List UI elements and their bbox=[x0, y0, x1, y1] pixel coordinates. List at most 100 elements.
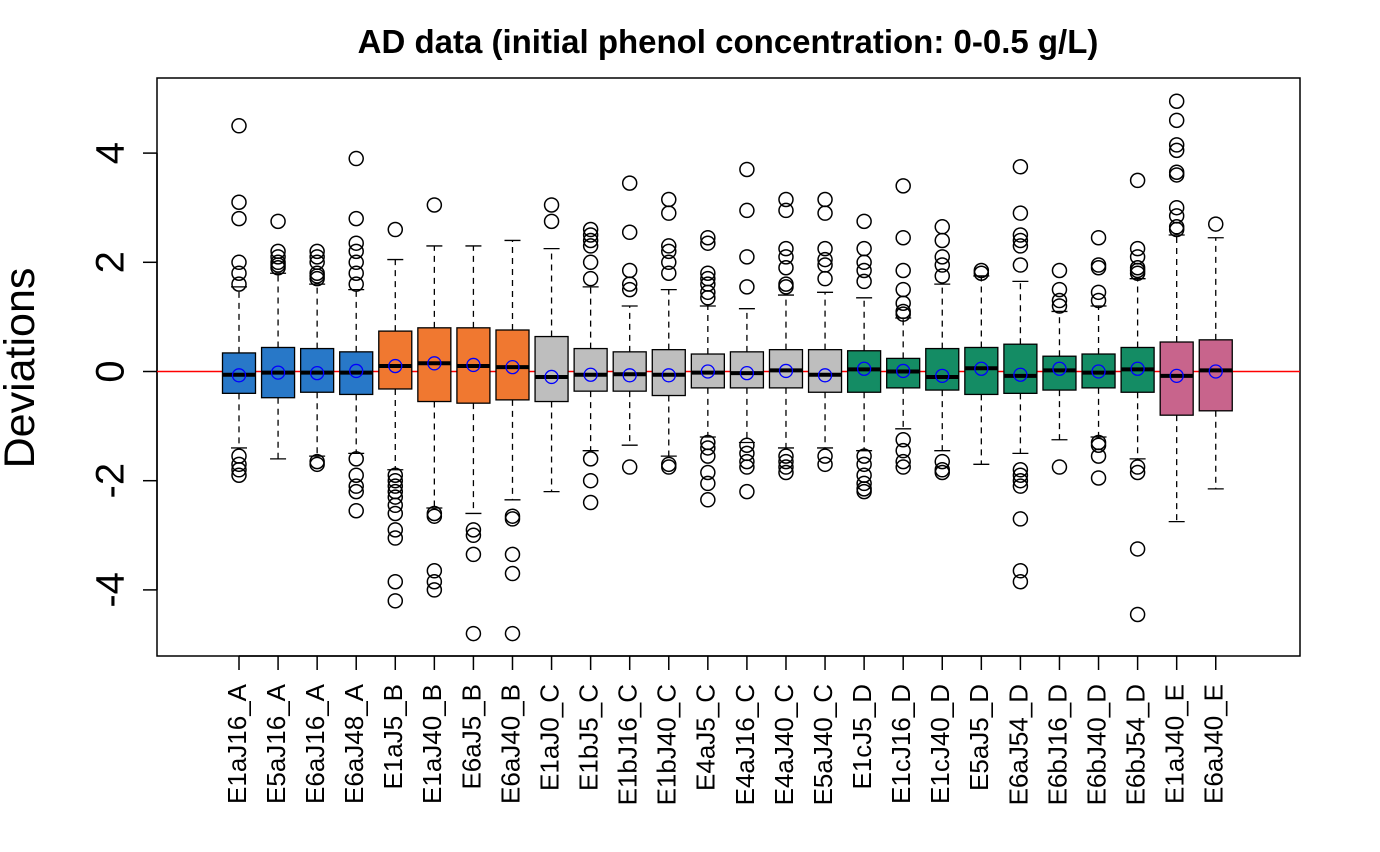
outlier-point bbox=[895, 306, 911, 322]
mean-marker bbox=[427, 356, 442, 371]
x-tick-label: E6aJ54_D bbox=[1003, 684, 1033, 805]
outlier-point bbox=[1168, 199, 1185, 216]
outlier-point bbox=[582, 472, 599, 489]
box-group bbox=[1198, 216, 1233, 490]
mean-marker bbox=[935, 368, 950, 384]
outlier-point bbox=[582, 254, 599, 271]
outlier-point bbox=[387, 472, 404, 489]
outlier-point bbox=[856, 448, 872, 464]
outlier-point bbox=[856, 213, 872, 230]
outlier-point bbox=[348, 467, 364, 483]
outlier-point bbox=[621, 459, 638, 475]
outlier-point bbox=[348, 235, 364, 251]
outlier-point bbox=[661, 238, 677, 254]
mean-marker bbox=[505, 359, 520, 375]
outlier-point bbox=[778, 279, 794, 295]
box-group bbox=[925, 219, 960, 481]
outlier-point bbox=[934, 453, 951, 470]
box-iqr bbox=[1159, 341, 1194, 416]
box-iqr bbox=[651, 349, 686, 397]
mean-marker bbox=[309, 365, 325, 381]
outlier-point bbox=[1090, 448, 1107, 464]
box-iqr bbox=[299, 347, 335, 393]
box-group bbox=[1081, 229, 1116, 486]
outlier-point bbox=[582, 221, 599, 238]
outlier-point bbox=[661, 191, 677, 208]
outlier-point bbox=[387, 522, 404, 538]
box-group bbox=[260, 213, 296, 460]
mean-marker bbox=[1130, 361, 1145, 376]
outlier-point bbox=[504, 546, 521, 563]
outlier-point bbox=[934, 249, 951, 265]
outlier-point bbox=[895, 442, 911, 459]
outlier-point bbox=[700, 290, 716, 306]
box-group bbox=[964, 262, 999, 465]
box-group bbox=[690, 229, 725, 508]
box-group bbox=[807, 191, 843, 473]
x-tick-label: E1cJ40_D bbox=[925, 684, 955, 804]
outlier-point bbox=[895, 262, 911, 279]
outlier-point bbox=[387, 478, 404, 494]
box-iqr bbox=[807, 349, 843, 393]
outlier-point bbox=[309, 270, 325, 287]
box-group bbox=[886, 178, 921, 475]
box-group bbox=[651, 191, 686, 475]
outlier-point bbox=[778, 459, 794, 475]
outlier-point bbox=[231, 462, 247, 478]
outlier-point bbox=[895, 229, 911, 246]
mean-marker bbox=[700, 364, 715, 379]
outlier-point bbox=[231, 467, 247, 483]
box-iqr bbox=[1042, 355, 1077, 391]
x-tick-label: E4aJ40_C bbox=[769, 684, 799, 805]
outlier-point bbox=[817, 251, 833, 268]
outlier-point bbox=[1051, 292, 1068, 309]
outlier-point bbox=[1051, 262, 1068, 279]
x-tick-label: E6aJ16_A bbox=[300, 683, 330, 804]
box-iqr bbox=[964, 346, 999, 396]
outlier-point bbox=[621, 281, 638, 298]
outlier-point bbox=[739, 202, 755, 219]
outlier-point bbox=[1090, 284, 1107, 301]
outlier-point bbox=[856, 262, 872, 279]
outlier-point bbox=[778, 202, 794, 219]
outlier-point bbox=[582, 227, 599, 243]
outlier-point bbox=[1168, 142, 1185, 159]
outlier-point bbox=[582, 451, 599, 467]
outlier-point bbox=[739, 161, 755, 178]
box-group bbox=[456, 245, 491, 642]
mean-marker bbox=[896, 363, 911, 379]
outlier-point bbox=[1129, 606, 1146, 623]
box-group bbox=[417, 197, 452, 598]
outlier-point bbox=[504, 511, 521, 527]
x-tick-label: E1aJ0_C bbox=[534, 684, 564, 791]
box-iqr bbox=[1198, 339, 1233, 412]
outlier-point bbox=[817, 240, 833, 257]
outlier-point bbox=[1129, 464, 1146, 481]
outlier-point bbox=[700, 265, 716, 281]
outlier-point bbox=[231, 254, 247, 271]
outlier-point bbox=[1168, 167, 1185, 183]
outlier-point bbox=[700, 492, 716, 508]
outlier-point bbox=[817, 448, 833, 464]
mean-marker bbox=[1013, 367, 1028, 382]
outlier-point bbox=[270, 213, 286, 230]
outlier-point bbox=[465, 527, 482, 544]
outlier-point bbox=[856, 483, 872, 500]
outlier-point bbox=[309, 243, 325, 260]
mean-marker bbox=[856, 361, 872, 376]
y-tick-label: -4 bbox=[89, 572, 133, 608]
box-group bbox=[1042, 262, 1077, 475]
outlier-point bbox=[1090, 470, 1107, 486]
box-group bbox=[1003, 159, 1038, 590]
mean-marker bbox=[661, 368, 676, 383]
x-tick-label: E1aJ16_A bbox=[222, 683, 252, 804]
outlier-point bbox=[739, 453, 755, 470]
outlier-point bbox=[348, 150, 364, 167]
outlier-point bbox=[1168, 221, 1185, 238]
outlier-point bbox=[231, 276, 247, 292]
x-tick-label: E6bJ40_D bbox=[1081, 684, 1111, 805]
outlier-point bbox=[387, 593, 404, 609]
outlier-point bbox=[700, 475, 716, 492]
outlier-point bbox=[387, 530, 404, 546]
outlier-point bbox=[1012, 227, 1029, 243]
